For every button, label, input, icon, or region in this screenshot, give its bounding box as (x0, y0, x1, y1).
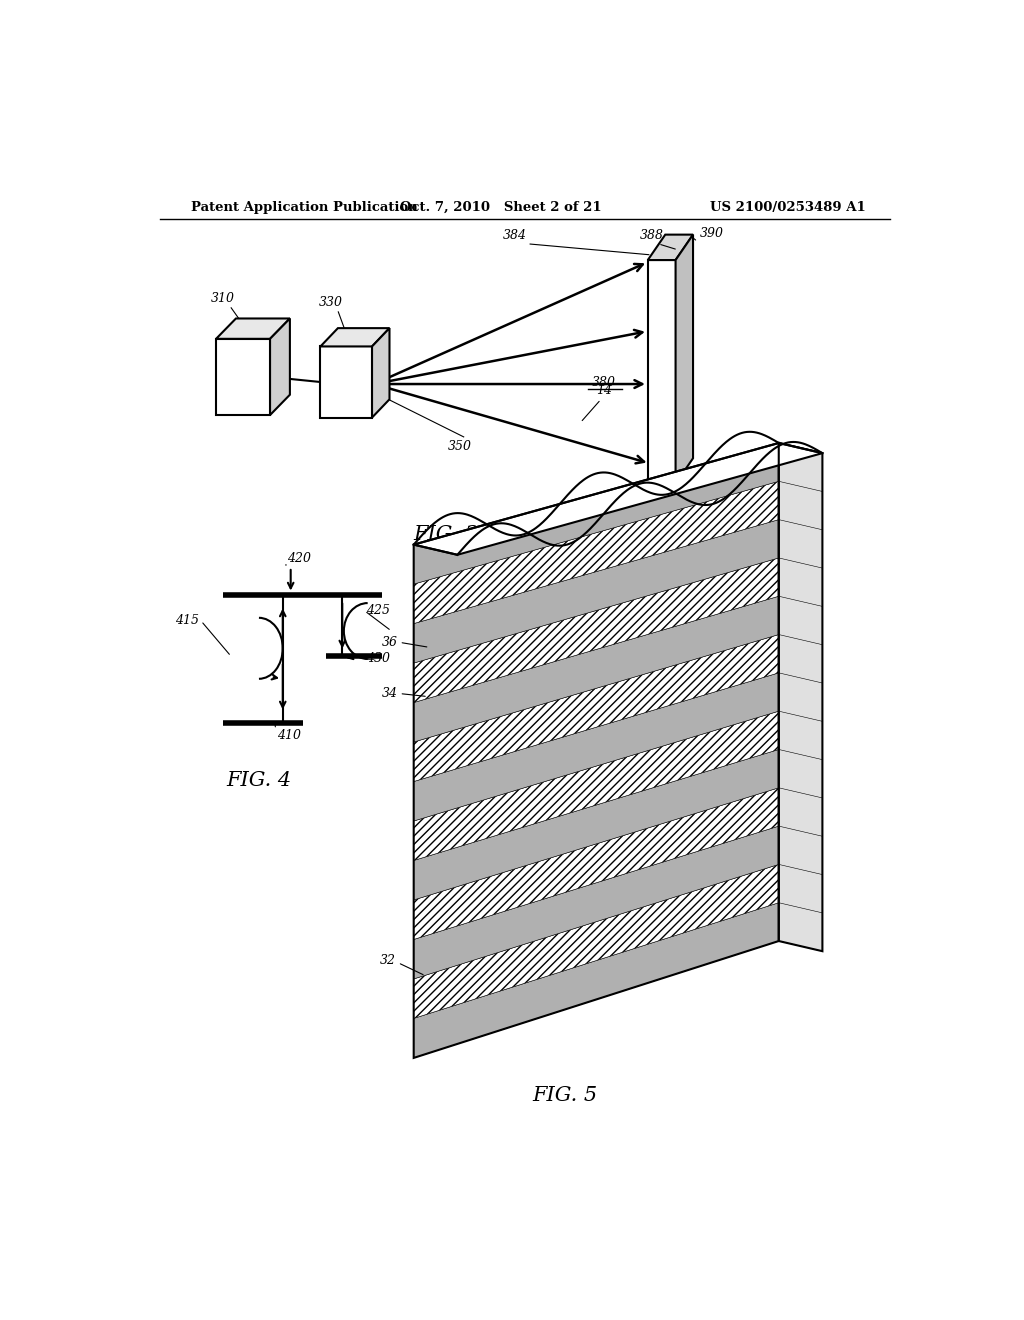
Polygon shape (270, 318, 290, 414)
Polygon shape (414, 482, 778, 623)
Polygon shape (648, 235, 693, 260)
Text: 32: 32 (380, 954, 396, 968)
Text: FIG. 5: FIG. 5 (531, 1086, 597, 1105)
Polygon shape (321, 329, 389, 346)
Polygon shape (414, 826, 778, 979)
Text: 350: 350 (447, 440, 472, 453)
Polygon shape (414, 558, 778, 702)
Text: Patent Application Publication: Patent Application Publication (191, 201, 418, 214)
Text: Oct. 7, 2010   Sheet 2 of 21: Oct. 7, 2010 Sheet 2 of 21 (400, 201, 602, 214)
Polygon shape (414, 635, 778, 781)
Text: 425: 425 (367, 605, 390, 618)
Polygon shape (676, 235, 693, 483)
Polygon shape (414, 444, 822, 554)
Polygon shape (414, 750, 778, 900)
Polygon shape (414, 597, 778, 742)
Polygon shape (414, 444, 778, 585)
Text: US 2100/0253489 A1: US 2100/0253489 A1 (711, 201, 866, 214)
Text: 390: 390 (699, 227, 723, 240)
Text: 388: 388 (640, 228, 664, 242)
Polygon shape (414, 711, 778, 861)
Text: 14: 14 (596, 384, 612, 397)
Polygon shape (414, 903, 778, 1057)
Polygon shape (414, 788, 778, 940)
Text: 415: 415 (175, 614, 200, 627)
Text: 36: 36 (382, 636, 397, 649)
Polygon shape (216, 318, 290, 339)
Text: 430: 430 (367, 652, 390, 665)
Polygon shape (414, 520, 778, 663)
Text: 34: 34 (382, 686, 397, 700)
Polygon shape (778, 444, 822, 952)
Polygon shape (372, 329, 389, 417)
Text: 380: 380 (592, 375, 616, 388)
Polygon shape (216, 339, 270, 414)
Text: 410: 410 (278, 729, 301, 742)
Polygon shape (414, 673, 778, 821)
Polygon shape (648, 260, 676, 483)
Text: FIG. 3: FIG. 3 (413, 525, 478, 544)
Polygon shape (321, 346, 372, 417)
Text: FIG. 4: FIG. 4 (226, 771, 292, 789)
Polygon shape (414, 865, 778, 1019)
Text: 310: 310 (211, 292, 236, 305)
Text: 420: 420 (287, 552, 310, 565)
Text: 384: 384 (503, 228, 527, 242)
Text: 330: 330 (318, 296, 342, 309)
